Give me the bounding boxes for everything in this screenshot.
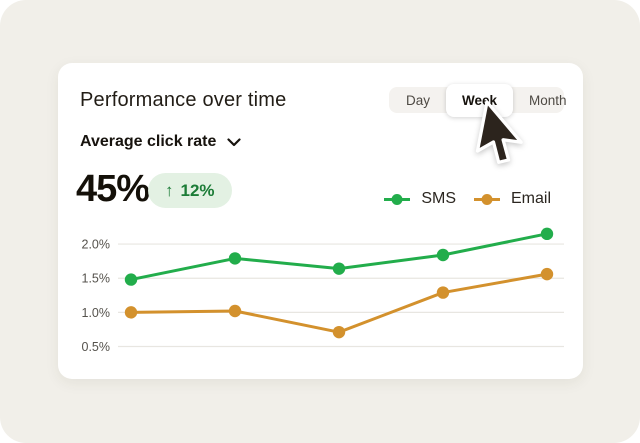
sms-series-marker-icon — [384, 193, 411, 205]
chevron-down-icon — [227, 137, 241, 146]
mouse-cursor-icon — [475, 100, 523, 164]
trend-up-icon: ↑ — [165, 180, 174, 200]
legend-label-sms: SMS — [421, 190, 456, 207]
time-range-day[interactable]: Day — [391, 87, 445, 113]
legend-item-sms[interactable]: SMS — [382, 190, 456, 208]
legend-item-email[interactable]: Email — [472, 190, 551, 208]
email-series-marker-icon — [473, 193, 500, 205]
svg-text:1.5%: 1.5% — [82, 272, 111, 286]
card-title: Performance over time — [80, 89, 287, 111]
svg-text:2.0%: 2.0% — [82, 238, 111, 252]
svg-text:0.5%: 0.5% — [82, 340, 111, 354]
kpi-change-value: 12% — [180, 180, 215, 200]
metric-selector-label: Average click rate — [80, 133, 217, 150]
legend-label-email: Email — [510, 190, 551, 207]
performance-line-chart: 2.0% 1.5% 1.0% 0.5% — [82, 227, 564, 354]
time-range-month[interactable]: Month — [514, 87, 582, 113]
svg-text:1.0%: 1.0% — [82, 306, 111, 320]
chart-legend: SMS Email — [382, 190, 551, 208]
metric-selector[interactable]: Average click rate — [80, 133, 241, 151]
kpi-change-badge: ↑ 12% — [148, 173, 232, 208]
kpi-value: 45% — [76, 168, 150, 210]
